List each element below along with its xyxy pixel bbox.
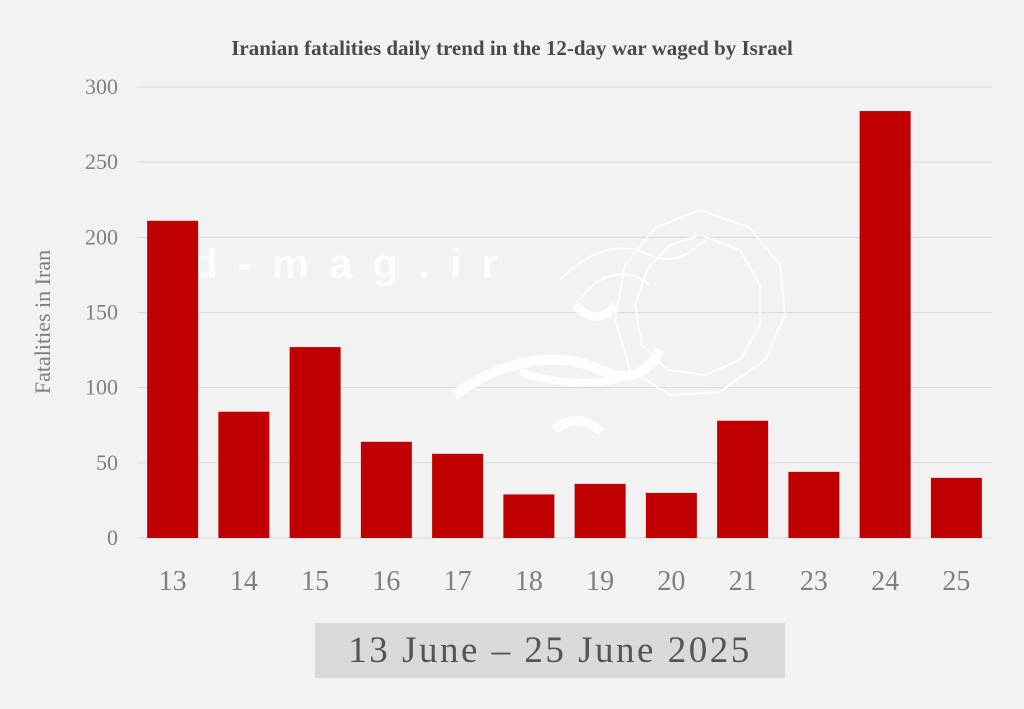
bar [930,477,982,538]
x-tick-label: 16 [372,566,400,597]
gridlines [137,86,992,539]
x-tick-label: 25 [942,566,970,597]
bar [289,347,341,538]
x-tick-label: 17 [444,566,472,597]
bar [147,220,199,538]
bar [645,492,697,538]
y-tick-label: 0 [107,525,118,550]
x-tick-label: 15 [301,566,329,597]
y-axis-label: Fatalities in Iran [30,250,55,394]
x-tick-label: 24 [871,566,899,597]
y-tick-labels: 0 50 100 150 200 250 300 [85,74,118,550]
bar [859,111,911,538]
bars [147,111,982,538]
y-tick-label: 150 [85,300,118,325]
x-tick-labels: 13 14 15 16 17 18 19 20 21 23 24 25 [159,566,971,597]
bar [360,441,412,538]
date-range-label: 13 June – 25 June 2025 [348,630,752,671]
y-tick-label: 100 [85,375,118,400]
y-tick-label: 300 [85,74,118,99]
x-tick-label: 20 [657,566,685,597]
y-tick-label: 250 [85,149,118,174]
y-tick-label: 50 [96,450,118,475]
chart-title: Iranian fatalities daily trend in the 12… [231,36,793,60]
bar [503,494,555,538]
x-tick-label: 19 [586,566,614,597]
bar [788,471,840,538]
x-tick-label: 21 [729,566,757,597]
watermark-text: d-mag.ir [192,240,518,287]
bar [218,411,270,538]
x-tick-label: 13 [159,566,187,597]
watermark: d-mag.ir [192,208,787,436]
calligraphy-logo-icon [451,208,787,436]
x-tick-label: 14 [230,566,258,597]
x-tick-label: 18 [515,566,543,597]
bar [432,453,484,538]
date-range-box [315,623,785,678]
x-tick-label: 23 [800,566,828,597]
bar [574,483,626,538]
y-tick-label: 200 [85,224,118,249]
bar [717,420,769,538]
